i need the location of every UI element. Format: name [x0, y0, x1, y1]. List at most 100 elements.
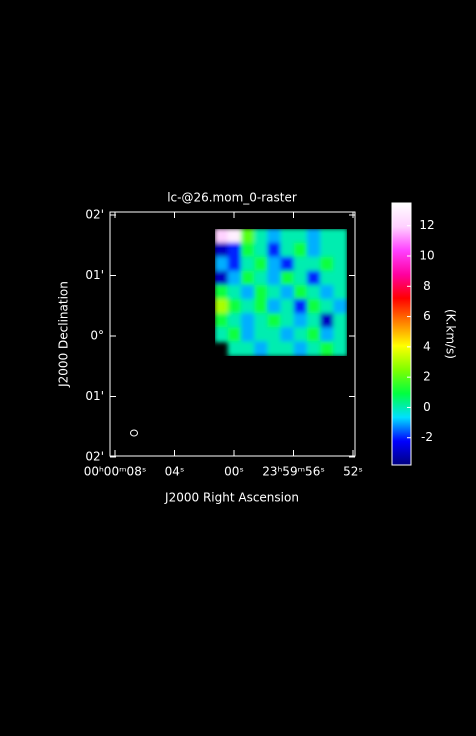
pixel: [267, 256, 282, 272]
pixel: [240, 256, 256, 272]
pixel: [240, 242, 256, 258]
pixel: [254, 242, 269, 258]
pixel: [306, 256, 322, 272]
pixel: [280, 270, 295, 286]
pixel: [227, 242, 242, 258]
pixel: [267, 299, 282, 315]
pixel: [280, 229, 295, 244]
y-tick-label: 02': [85, 208, 104, 222]
pixel: [215, 270, 229, 286]
pixel: [215, 242, 229, 258]
pixel: [306, 299, 322, 315]
pixel: [254, 313, 269, 329]
colorbar-tick-label: 0: [423, 400, 431, 414]
pixel: [306, 242, 322, 258]
pixel: [254, 256, 269, 272]
y-tick-label: 01': [85, 268, 104, 282]
pixel: [280, 284, 295, 301]
pixel: [240, 327, 256, 343]
pixel: [227, 256, 242, 272]
pixel: [293, 229, 308, 244]
pixel: [215, 299, 229, 315]
x-axis-label: J2000 Right Ascension: [164, 491, 299, 505]
pixel: [254, 229, 269, 244]
chart-title: lc-@26.mom_0-raster: [167, 191, 297, 205]
colorbar: [391, 202, 412, 466]
pixel: [333, 242, 347, 258]
colorbar-tick-label: 12: [419, 218, 434, 232]
pixel: [227, 229, 242, 244]
pixel: [267, 327, 282, 343]
pixel: [293, 313, 308, 329]
pixel: [280, 256, 295, 272]
pixel: [333, 299, 347, 315]
pixel: [306, 284, 322, 301]
beam: [130, 429, 138, 437]
pixel: [320, 270, 335, 286]
pixel: [293, 299, 308, 315]
pixel: [240, 313, 256, 329]
pixel: [280, 242, 295, 258]
pixel: [333, 327, 347, 343]
pixel: [293, 256, 308, 272]
plot-frame: [109, 211, 356, 457]
pixel: [254, 327, 269, 343]
pixel: [227, 313, 242, 329]
pixel: [306, 327, 322, 343]
pixel: [227, 284, 242, 301]
pixel: [333, 341, 347, 356]
pixel: [280, 299, 295, 315]
pixel: [320, 341, 335, 356]
pixel: [240, 299, 256, 315]
pixel: [227, 341, 242, 356]
pixel: [240, 270, 256, 286]
x-tick-label: 52ˢ: [343, 465, 363, 479]
pixel: [320, 284, 335, 301]
pixel: [320, 229, 335, 244]
pixel: [267, 284, 282, 301]
pixel: [293, 270, 308, 286]
pixel: [215, 256, 229, 272]
pixel: [333, 229, 347, 244]
y-tick-label: 0°: [90, 329, 104, 343]
x-tick-label: 00ˢ: [224, 465, 244, 479]
pixel: [333, 313, 347, 329]
x-tick-label: 04ˢ: [165, 465, 185, 479]
colorbar-tick-label: 10: [419, 249, 434, 263]
pixel: [320, 299, 335, 315]
pixel: [280, 341, 295, 356]
pixel: [267, 229, 282, 244]
pixel: [293, 341, 308, 356]
pixel: [254, 341, 269, 356]
pixel: [280, 327, 295, 343]
pixel: [240, 229, 256, 244]
pixel: [320, 313, 335, 329]
pixel: [333, 256, 347, 272]
pixel: [306, 341, 322, 356]
y-tick-label: 02': [85, 450, 104, 464]
colorbar-tick-label: 2: [423, 370, 431, 384]
pixel: [227, 327, 242, 343]
pixel: [254, 270, 269, 286]
pixel: [215, 313, 229, 329]
pixel: [293, 284, 308, 301]
pixel: [293, 242, 308, 258]
pixel: [254, 299, 269, 315]
colorbar-tick-label: 4: [423, 339, 431, 353]
colorbar-tick-label: -2: [421, 430, 433, 444]
pixel: [267, 270, 282, 286]
pixel: [293, 327, 308, 343]
pixel: [320, 242, 335, 258]
pixel: [240, 284, 256, 301]
x-tick-label: 23ʰ59ᵐ56ˢ: [262, 465, 325, 479]
raster: [215, 229, 347, 356]
pixel: [215, 327, 229, 343]
pixel: [240, 341, 256, 356]
pixel: [215, 284, 229, 301]
pixel: [320, 327, 335, 343]
pixel: [280, 313, 295, 329]
pixel: [267, 313, 282, 329]
colorbar-tick-label: 8: [423, 279, 431, 293]
pixel: [333, 270, 347, 286]
